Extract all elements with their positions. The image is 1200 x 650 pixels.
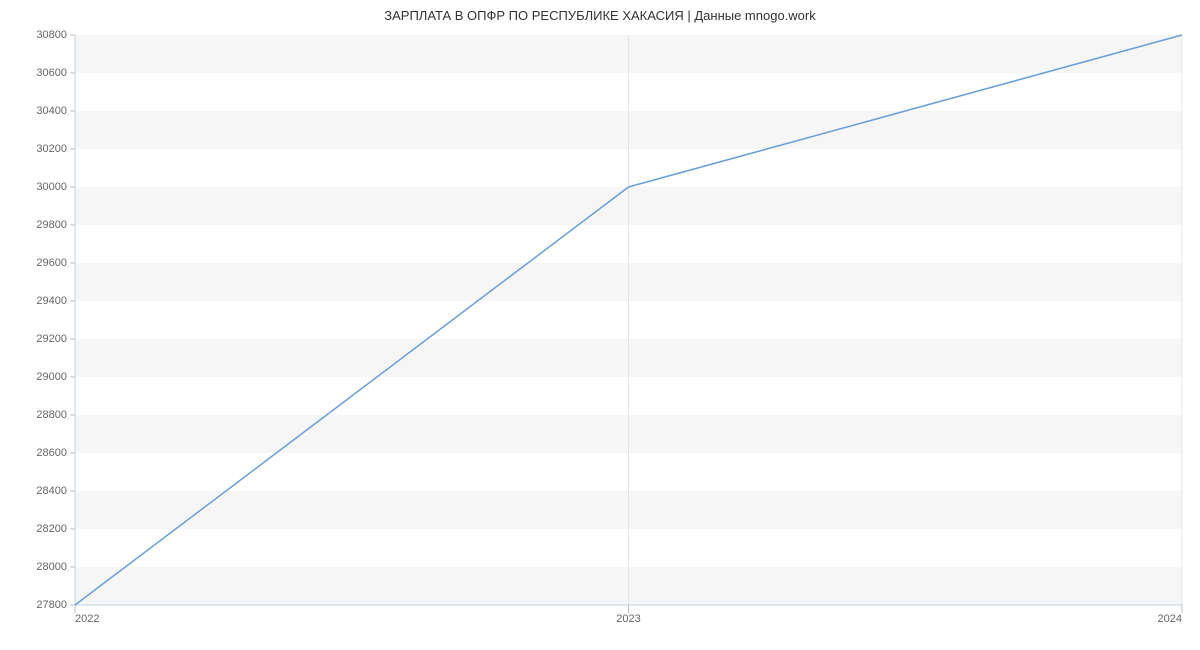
y-tick-label: 29200 [36,333,67,345]
y-tick-label: 30800 [36,29,67,41]
chart-title: ЗАРПЛАТА В ОПФР ПО РЕСПУБЛИКЕ ХАКАСИЯ | … [0,8,1200,23]
y-tick-label: 29000 [36,371,67,383]
plot-area: 2780028000282002840028600288002900029200… [75,35,1182,605]
y-tick-label: 28000 [36,561,67,573]
y-tick-label: 28800 [36,409,67,421]
x-tick-label: 2023 [616,613,640,625]
x-tick-label: 2022 [75,613,99,625]
y-tick-label: 28200 [36,523,67,535]
x-tick-label: 2024 [1158,613,1182,625]
y-tick-label: 28600 [36,447,67,459]
chart-container: ЗАРПЛАТА В ОПФР ПО РЕСПУБЛИКЕ ХАКАСИЯ | … [0,0,1200,650]
y-tick-label: 30200 [36,143,67,155]
y-tick-label: 29600 [36,257,67,269]
y-tick-label: 30400 [36,105,67,117]
y-tick-label: 30000 [36,181,67,193]
chart-svg [75,35,1182,605]
y-tick-label: 29400 [36,295,67,307]
y-tick-label: 27800 [36,599,67,611]
y-tick-label: 30600 [36,67,67,79]
y-tick-label: 29800 [36,219,67,231]
y-tick-label: 28400 [36,485,67,497]
